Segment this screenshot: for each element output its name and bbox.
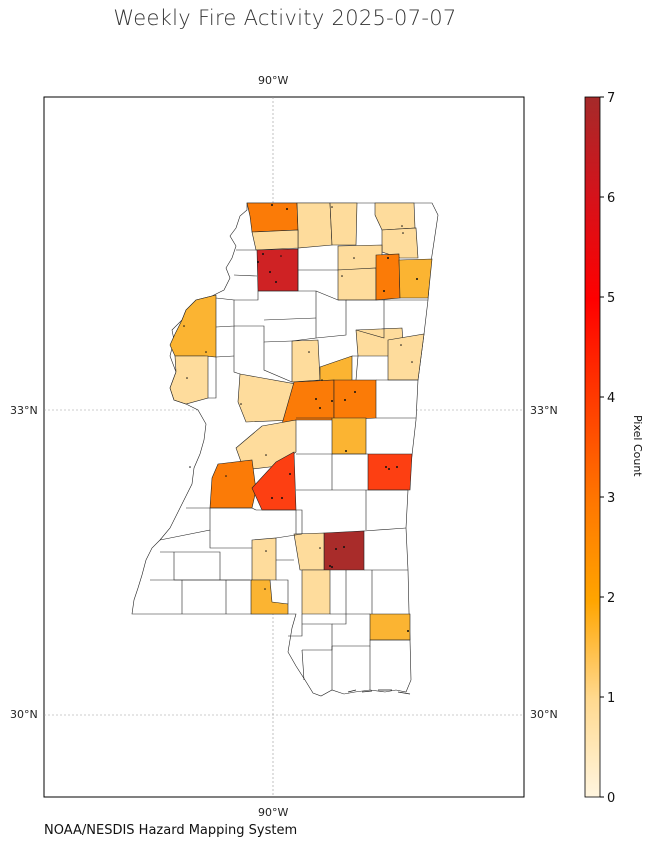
colorbar-tick-6: 6 — [607, 191, 615, 206]
lat-label-33-right: 33°N — [530, 404, 558, 417]
colorbar-ticks — [600, 96, 604, 798]
county-tishomingo-south — [398, 258, 433, 299]
county-kemper — [367, 453, 413, 491]
lat-label-30-left: 30°N — [10, 708, 38, 721]
county-panola — [256, 248, 299, 292]
colorbar-tick-1: 1 — [607, 691, 615, 706]
county-jones — [323, 530, 365, 571]
county-holmes — [281, 379, 335, 425]
map-title: Weekly Fire Activity 2025-07-07 — [113, 6, 457, 30]
county-lowndes — [387, 333, 425, 381]
colorbar-tick-2: 2 — [607, 591, 615, 606]
county-desoto — [246, 202, 299, 233]
county-alcorn — [374, 202, 416, 231]
county-itawamba — [375, 253, 401, 301]
county-lamar — [301, 569, 331, 615]
fire-detections — [183, 204, 418, 632]
colorbar-label: Pixel Count — [631, 415, 644, 477]
lon-label-bottom: 90°W — [258, 806, 289, 819]
county-warren — [209, 459, 257, 509]
county-attala — [333, 379, 377, 421]
lon-label-top: 90°W — [258, 74, 289, 87]
colorbar-tick-7: 7 — [607, 91, 615, 106]
barrier-islands — [347, 689, 411, 695]
colorbar-tick-3: 3 — [607, 491, 615, 506]
county-lee — [337, 267, 377, 301]
colorbar-tick-5: 5 — [607, 291, 615, 306]
county-humphreys — [237, 373, 297, 423]
county-grenada — [291, 339, 321, 383]
county-tate — [251, 229, 299, 251]
county-bolivar — [169, 294, 217, 358]
county-marshall — [296, 202, 333, 249]
lat-label-30-right: 30°N — [530, 708, 558, 721]
county-lincoln — [251, 537, 277, 581]
county-boundaries — [150, 248, 428, 690]
colorbar — [584, 96, 601, 798]
colorbar-tick-0: 0 — [607, 791, 615, 806]
county-union — [337, 244, 383, 271]
county-benton — [329, 202, 358, 246]
county-leake — [331, 417, 367, 455]
county-hinds — [251, 451, 297, 511]
colorbar-tick-4: 4 — [607, 391, 615, 406]
county-george — [369, 613, 411, 641]
county-washington — [169, 355, 209, 405]
data-source-credit: NOAA/NESDIS Hazard Mapping System — [44, 823, 298, 838]
county-tishomingo — [381, 227, 419, 259]
lat-label-33-left: 33°N — [10, 404, 38, 417]
